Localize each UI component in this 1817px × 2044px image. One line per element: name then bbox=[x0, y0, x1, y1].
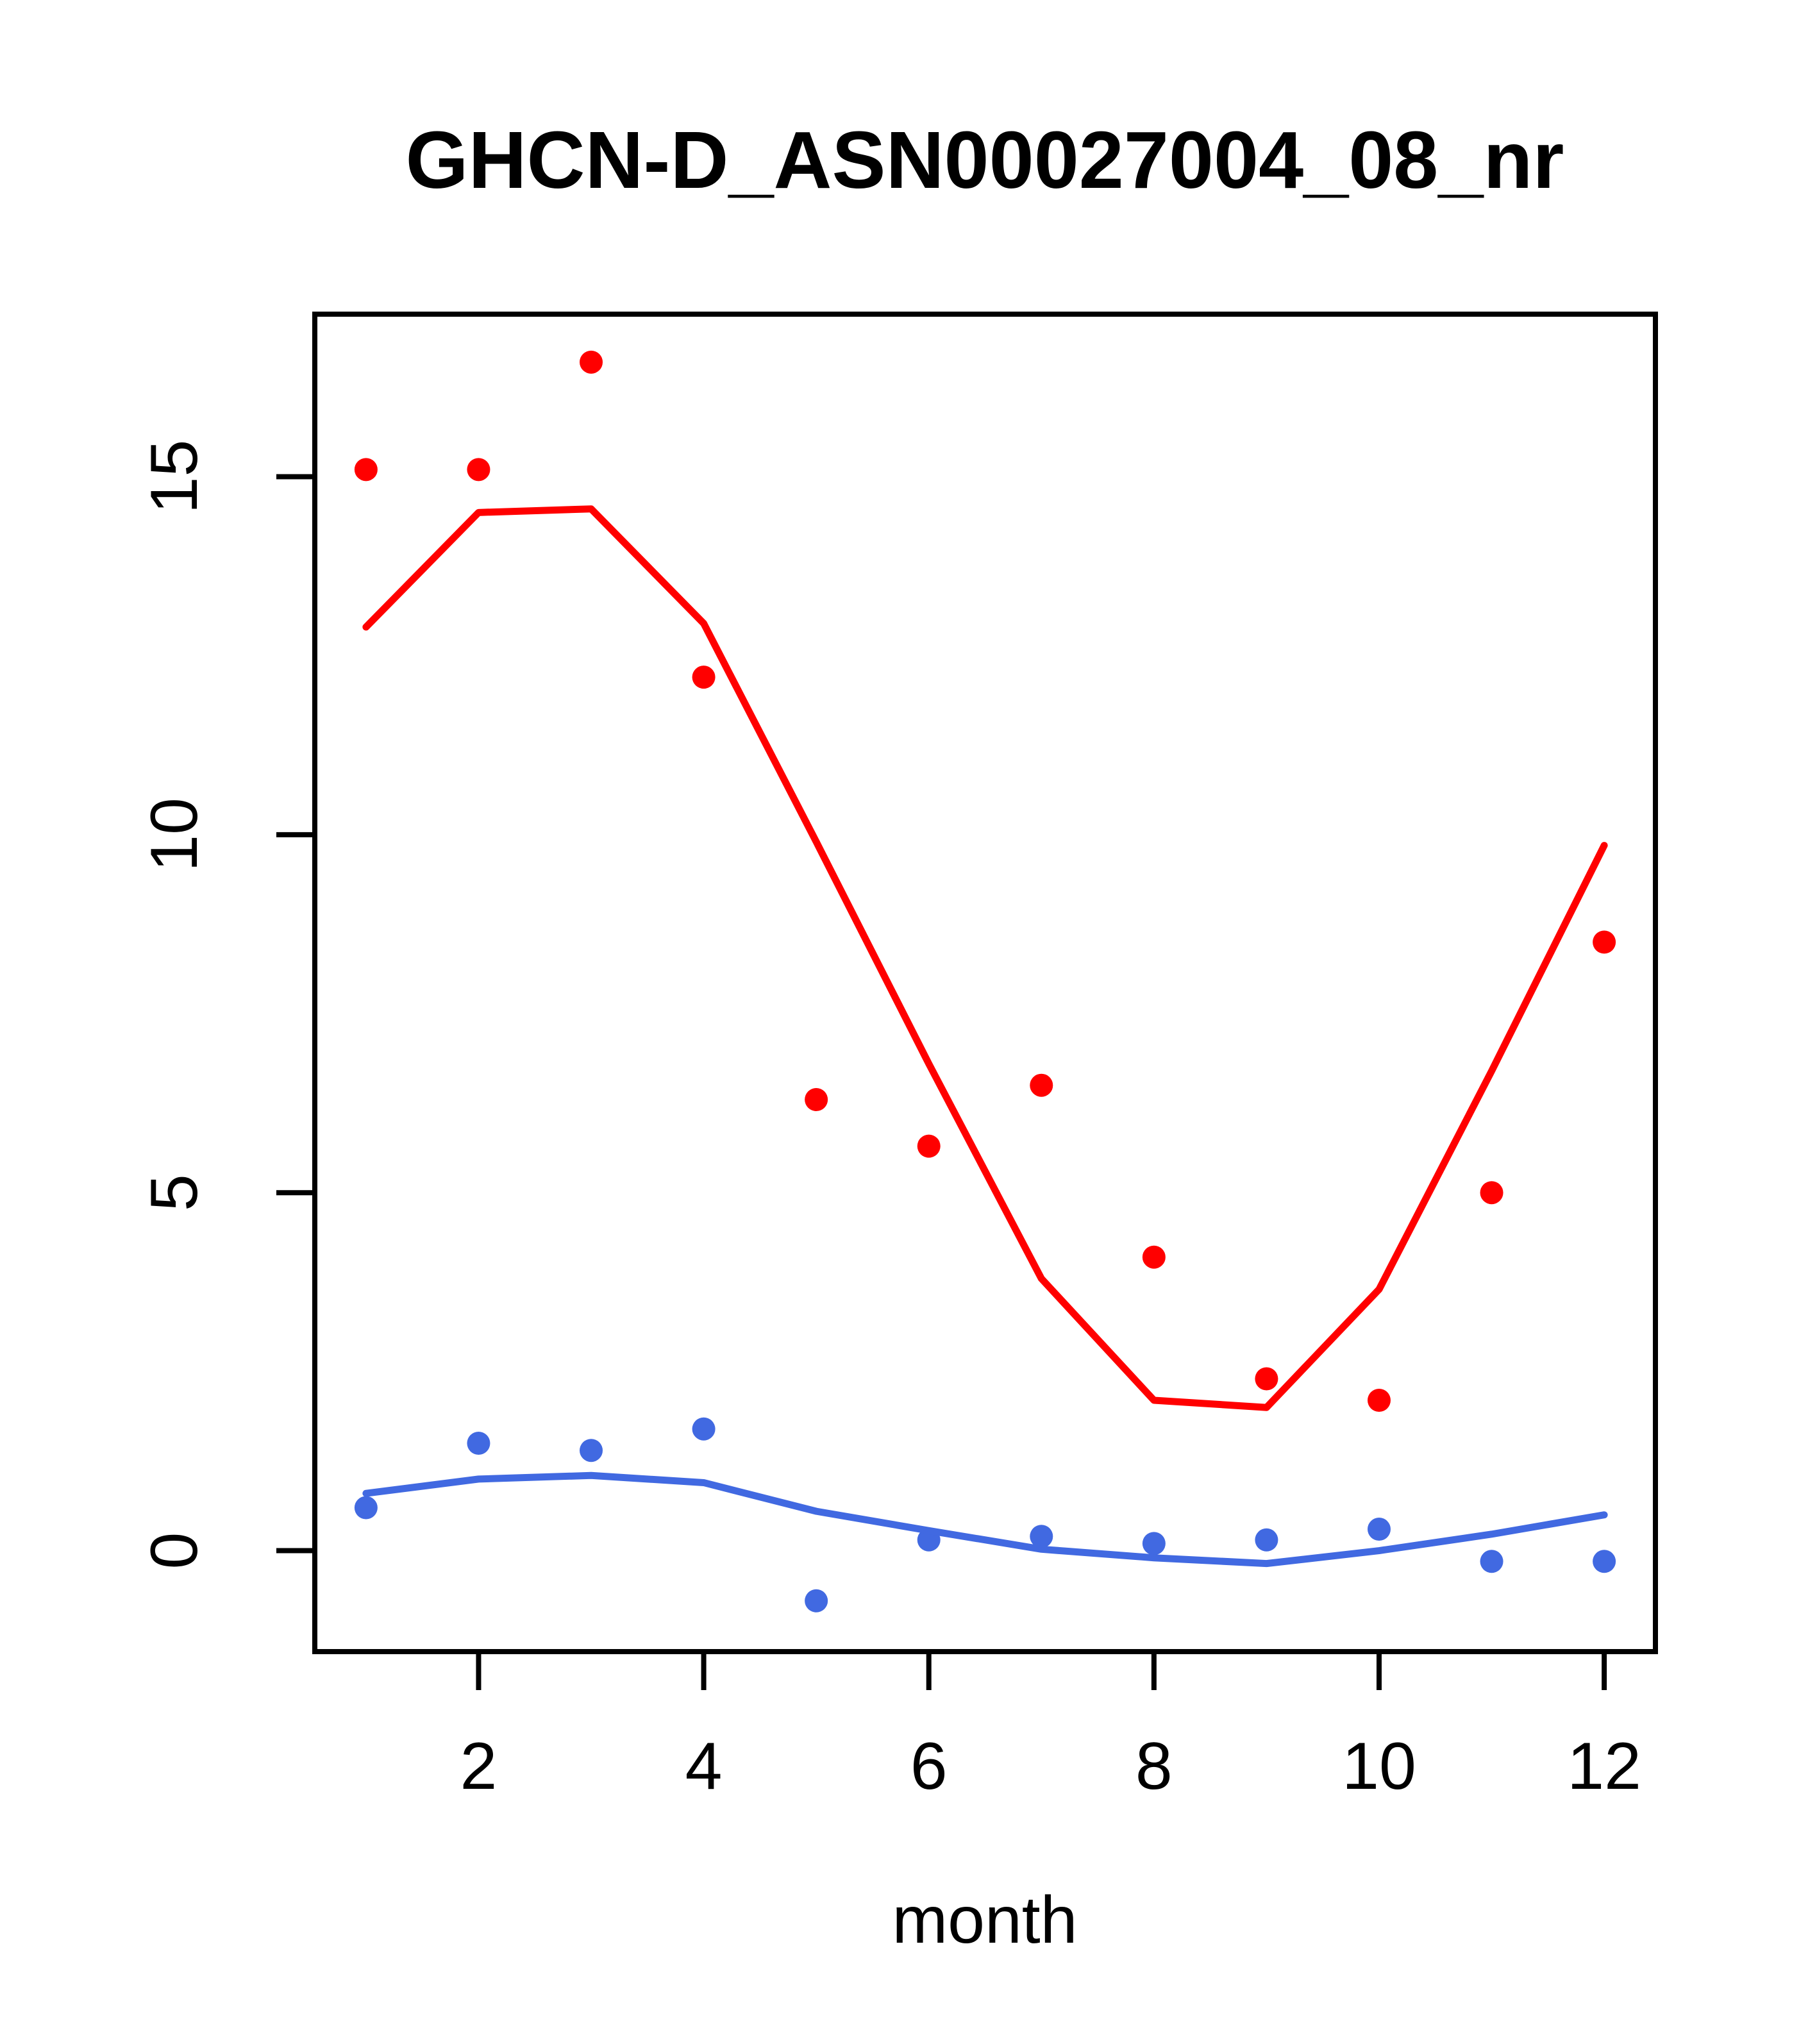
red-points-dot bbox=[1255, 1367, 1278, 1391]
red-points-dot bbox=[917, 1134, 941, 1158]
x-tick-label: 2 bbox=[460, 1729, 498, 1804]
blue-points-dot bbox=[692, 1417, 716, 1441]
x-tick-label: 8 bbox=[1135, 1729, 1173, 1804]
x-axis-title: month bbox=[892, 1883, 1077, 1957]
blue-points-dot bbox=[354, 1496, 378, 1520]
x-tick-label: 4 bbox=[685, 1729, 723, 1804]
blue-points-dot bbox=[1367, 1518, 1391, 1541]
x-tick-label: 10 bbox=[1342, 1729, 1416, 1804]
y-tick-label: 10 bbox=[137, 798, 212, 872]
red-points-dot bbox=[354, 458, 378, 482]
red-points-dot bbox=[580, 350, 603, 374]
y-axis: 0 5 10 15 bbox=[137, 440, 315, 1570]
red-line bbox=[362, 505, 1608, 1411]
blue-points-dot bbox=[1480, 1550, 1503, 1573]
blue-points-dot bbox=[1255, 1528, 1278, 1552]
red-points-dot bbox=[1480, 1181, 1503, 1205]
red-points-dot bbox=[1142, 1245, 1166, 1269]
blue-points-dot bbox=[1142, 1532, 1166, 1555]
x-tick-label: 6 bbox=[910, 1729, 948, 1804]
chart-title: GHCN-D_ASN00027004_08_nr bbox=[406, 115, 1564, 205]
red-points-dot bbox=[692, 666, 716, 689]
red-points-dot bbox=[467, 458, 490, 482]
blue-line bbox=[362, 1471, 1608, 1568]
y-tick-label: 0 bbox=[137, 1532, 212, 1570]
blue-points-dot bbox=[805, 1589, 828, 1613]
blue-points-dot bbox=[1593, 1550, 1616, 1573]
red-points-dot bbox=[805, 1088, 828, 1112]
x-tick-label: 12 bbox=[1567, 1729, 1641, 1804]
blue-points-dot bbox=[1030, 1525, 1053, 1548]
plot-area bbox=[312, 312, 1658, 1654]
red-points-dot bbox=[1030, 1073, 1053, 1097]
red-points-dot bbox=[1593, 930, 1616, 954]
blue-points bbox=[354, 1417, 1616, 1613]
blue-points-dot bbox=[467, 1432, 490, 1455]
red-points bbox=[354, 350, 1616, 1412]
x-axis: 2 4 6 8 10 12 bbox=[460, 1652, 1641, 1804]
blue-points-dot bbox=[580, 1439, 603, 1462]
y-tick-label: 5 bbox=[137, 1174, 212, 1211]
y-tick-label: 15 bbox=[137, 440, 212, 514]
red-points-dot bbox=[1367, 1389, 1391, 1412]
plot-box bbox=[312, 312, 1658, 1654]
